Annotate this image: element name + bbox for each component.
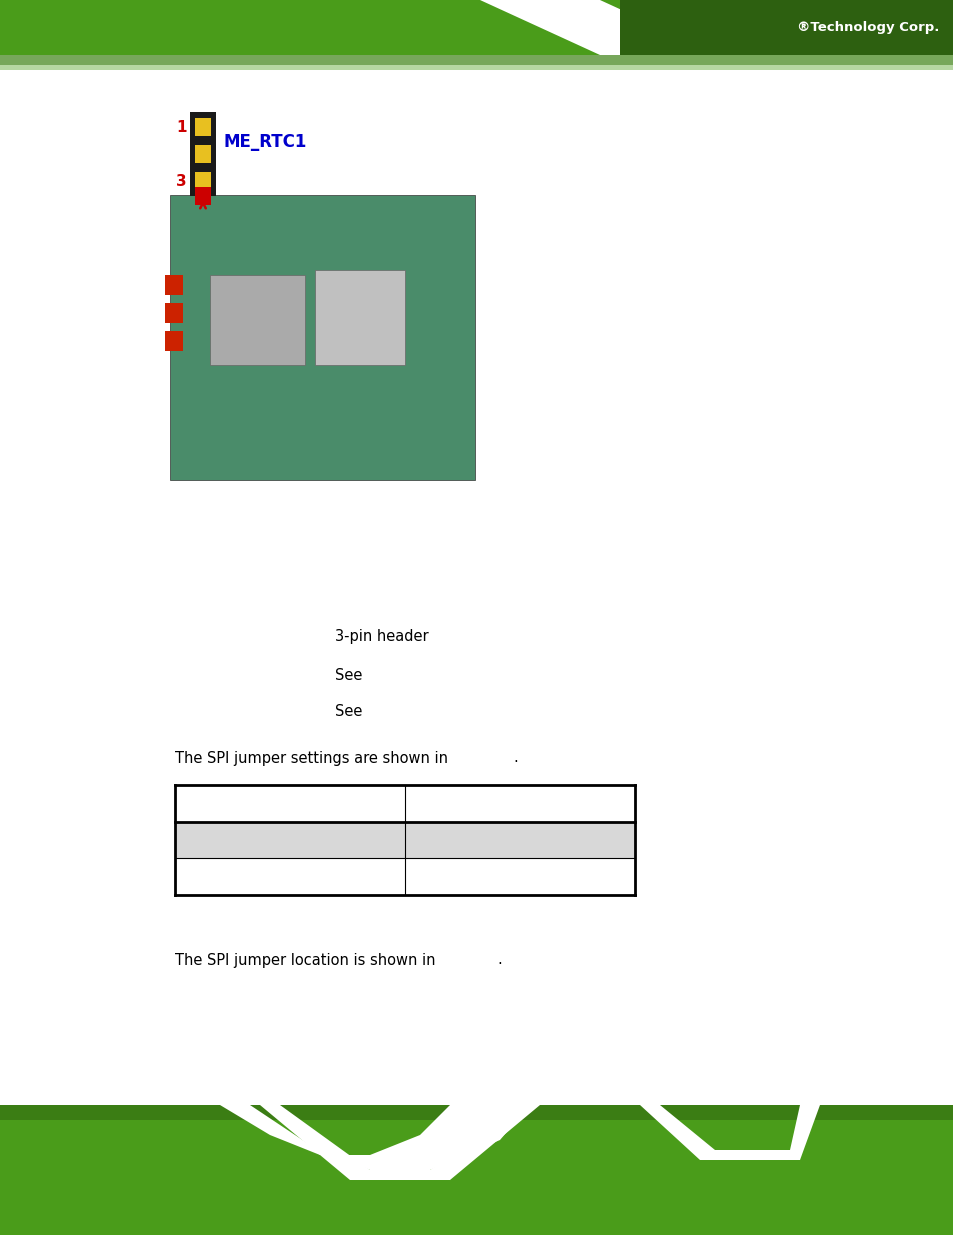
Polygon shape	[629, 0, 780, 56]
Text: 3-pin header: 3-pin header	[335, 630, 428, 645]
Bar	[165, 303, 183, 324]
Text: The SPI jumper settings are shown in: The SPI jumper settings are shown in	[174, 751, 448, 766]
Bar	[174, 821, 405, 858]
Bar	[190, 112, 215, 196]
Bar	[174, 785, 405, 821]
Text: .: .	[497, 952, 501, 967]
Text: See: See	[335, 667, 362, 683]
Bar	[170, 195, 475, 480]
Bar	[0, 56, 953, 65]
Bar	[165, 275, 183, 295]
Bar	[174, 858, 405, 895]
Text: ®Technology Corp.: ®Technology Corp.	[796, 21, 938, 35]
Bar	[0, 1105, 953, 1235]
Polygon shape	[240, 1105, 539, 1179]
Text: The SPI jumper location is shown in: The SPI jumper location is shown in	[174, 952, 435, 967]
Bar	[0, 0, 953, 56]
Text: 1: 1	[176, 120, 187, 135]
Bar	[405, 858, 635, 895]
Polygon shape	[619, 1105, 820, 1160]
Bar	[194, 186, 211, 205]
Bar	[165, 331, 183, 351]
Bar	[194, 144, 211, 163]
Bar	[0, 1105, 953, 1120]
Text: 3: 3	[176, 173, 187, 189]
Text: ME_RTC1: ME_RTC1	[224, 133, 307, 151]
Bar	[0, 56, 953, 70]
Bar	[194, 172, 211, 190]
Text: .: .	[513, 751, 517, 766]
Bar	[194, 119, 211, 136]
Bar	[405, 785, 635, 821]
Bar	[619, 0, 953, 56]
Bar	[210, 275, 305, 366]
Polygon shape	[479, 0, 720, 56]
Bar	[405, 821, 635, 858]
Bar	[314, 270, 405, 366]
Text: See: See	[335, 704, 362, 720]
Polygon shape	[0, 1105, 530, 1170]
